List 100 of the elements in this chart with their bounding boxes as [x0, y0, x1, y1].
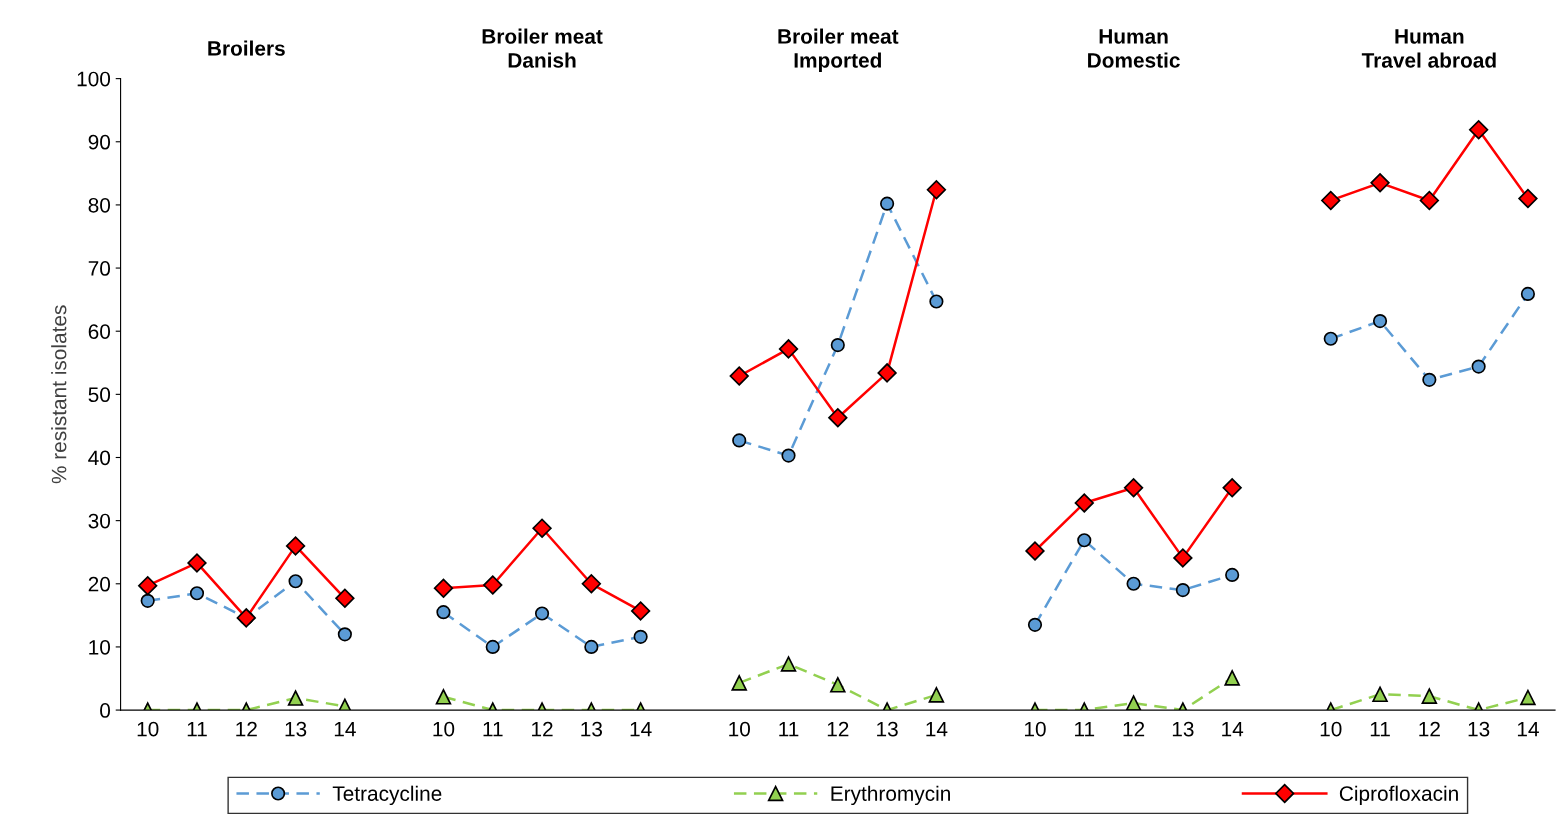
x-tick-label: 10	[433, 721, 455, 737]
point	[630, 601, 651, 621]
point	[1372, 314, 1388, 329]
point	[435, 689, 452, 705]
text: Broilers	[208, 40, 285, 56]
point	[189, 586, 205, 601]
point	[1123, 478, 1144, 498]
x-tick-label: 11	[1370, 721, 1390, 737]
x-tick-label: 11	[187, 721, 207, 737]
point	[584, 639, 599, 655]
x-tick-label: 11	[779, 721, 799, 737]
point	[140, 593, 155, 608]
x-tick-label: 12	[236, 721, 257, 737]
point	[1520, 286, 1536, 302]
point	[729, 366, 749, 386]
x-tick-label: 13	[285, 721, 307, 737]
point	[1074, 493, 1094, 513]
point	[633, 629, 648, 644]
point	[285, 536, 306, 556]
point	[1421, 688, 1438, 704]
point	[532, 518, 552, 538]
point	[929, 294, 944, 309]
point	[1173, 548, 1193, 568]
point	[581, 574, 602, 594]
x-tick-label: 13	[581, 721, 603, 737]
x-tick-label: 10	[1320, 721, 1342, 737]
x-tick-label: 11	[1075, 721, 1095, 737]
y-tick-label: 20	[88, 576, 111, 592]
x-tick-label: 12	[532, 721, 553, 737]
point	[335, 588, 355, 608]
point	[288, 574, 303, 589]
x-tick-label: 13	[1172, 721, 1194, 737]
x-tick-label: 14	[630, 721, 652, 737]
y-tick-label: 30	[88, 513, 111, 529]
point	[287, 690, 304, 706]
point	[830, 677, 846, 693]
legend-label: Ciprofloxacin	[1339, 785, 1458, 806]
point	[337, 627, 352, 642]
point	[1225, 567, 1240, 583]
point	[1027, 617, 1043, 632]
point	[928, 687, 945, 703]
text: Broiler meat Imported	[778, 28, 899, 72]
point	[483, 575, 503, 595]
point	[436, 605, 451, 620]
text: Human Travel abroad	[1361, 29, 1496, 68]
point	[830, 338, 845, 353]
point	[731, 675, 748, 691]
point	[485, 639, 500, 655]
point	[828, 408, 848, 428]
point	[1468, 120, 1489, 140]
x-tick-label: 14	[1517, 721, 1539, 737]
point	[1422, 372, 1437, 387]
point	[780, 656, 797, 672]
point	[1175, 583, 1190, 598]
legend-label: Tetracycline	[332, 785, 442, 806]
point	[1419, 190, 1440, 211]
point	[187, 553, 207, 573]
point	[1025, 541, 1045, 561]
point	[877, 363, 897, 383]
point	[1372, 686, 1388, 703]
point	[1321, 190, 1341, 211]
x-tick-label: 14	[1222, 721, 1244, 737]
point	[1077, 533, 1092, 548]
y-tick-label: 70	[88, 261, 111, 276]
x-tick-label: 11	[483, 721, 503, 737]
y-tick-label: 50	[88, 387, 111, 403]
y-tick-label: 80	[88, 197, 111, 213]
point	[1126, 576, 1141, 591]
point	[1520, 689, 1536, 706]
y-tick-label: 40	[88, 450, 111, 466]
y-tick-label: 60	[88, 324, 111, 339]
x-tick-label: 14	[926, 721, 948, 737]
x-tick-label: 10	[1024, 721, 1046, 737]
point	[1224, 670, 1240, 686]
point	[1518, 188, 1538, 209]
y-tick-label: 10	[89, 639, 111, 655]
point	[138, 576, 158, 596]
x-tick-label: 13	[877, 721, 898, 737]
x-tick-label: 12	[1123, 721, 1145, 737]
point	[534, 606, 550, 621]
point	[880, 196, 895, 211]
point	[1471, 359, 1486, 374]
text: Human Domestic	[1088, 29, 1180, 68]
legend-label: Erythromycin	[831, 785, 950, 806]
y-axis-title: % resistant isolates	[51, 305, 67, 484]
x-tick-label: 13	[1468, 721, 1490, 737]
point	[1222, 478, 1242, 498]
point	[1323, 331, 1338, 346]
point	[926, 180, 947, 200]
text: Broiler meat Danish	[482, 28, 603, 68]
y-tick-label: 0	[100, 703, 111, 718]
x-tick-label: 14	[334, 721, 356, 737]
point	[433, 578, 454, 598]
point	[781, 448, 796, 463]
point	[1370, 173, 1390, 193]
x-tick-label: 12	[1419, 721, 1440, 737]
point	[778, 339, 799, 359]
y-tick-label: 90	[88, 134, 111, 150]
x-tick-label: 10	[729, 721, 750, 737]
x-tick-label: 10	[137, 721, 159, 737]
